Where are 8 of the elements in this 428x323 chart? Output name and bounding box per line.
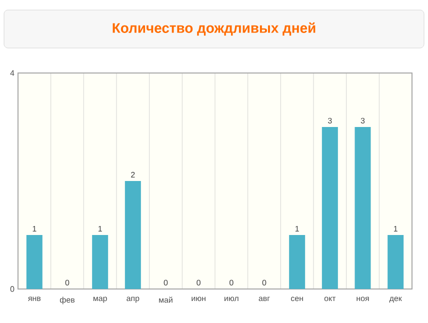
bar	[388, 235, 404, 289]
bar	[289, 235, 306, 289]
chart-title: Количество дождливых дней	[112, 22, 316, 36]
bar	[124, 181, 141, 289]
bar	[354, 127, 371, 289]
bar	[92, 235, 108, 289]
bar	[322, 127, 338, 289]
bar	[26, 235, 42, 289]
